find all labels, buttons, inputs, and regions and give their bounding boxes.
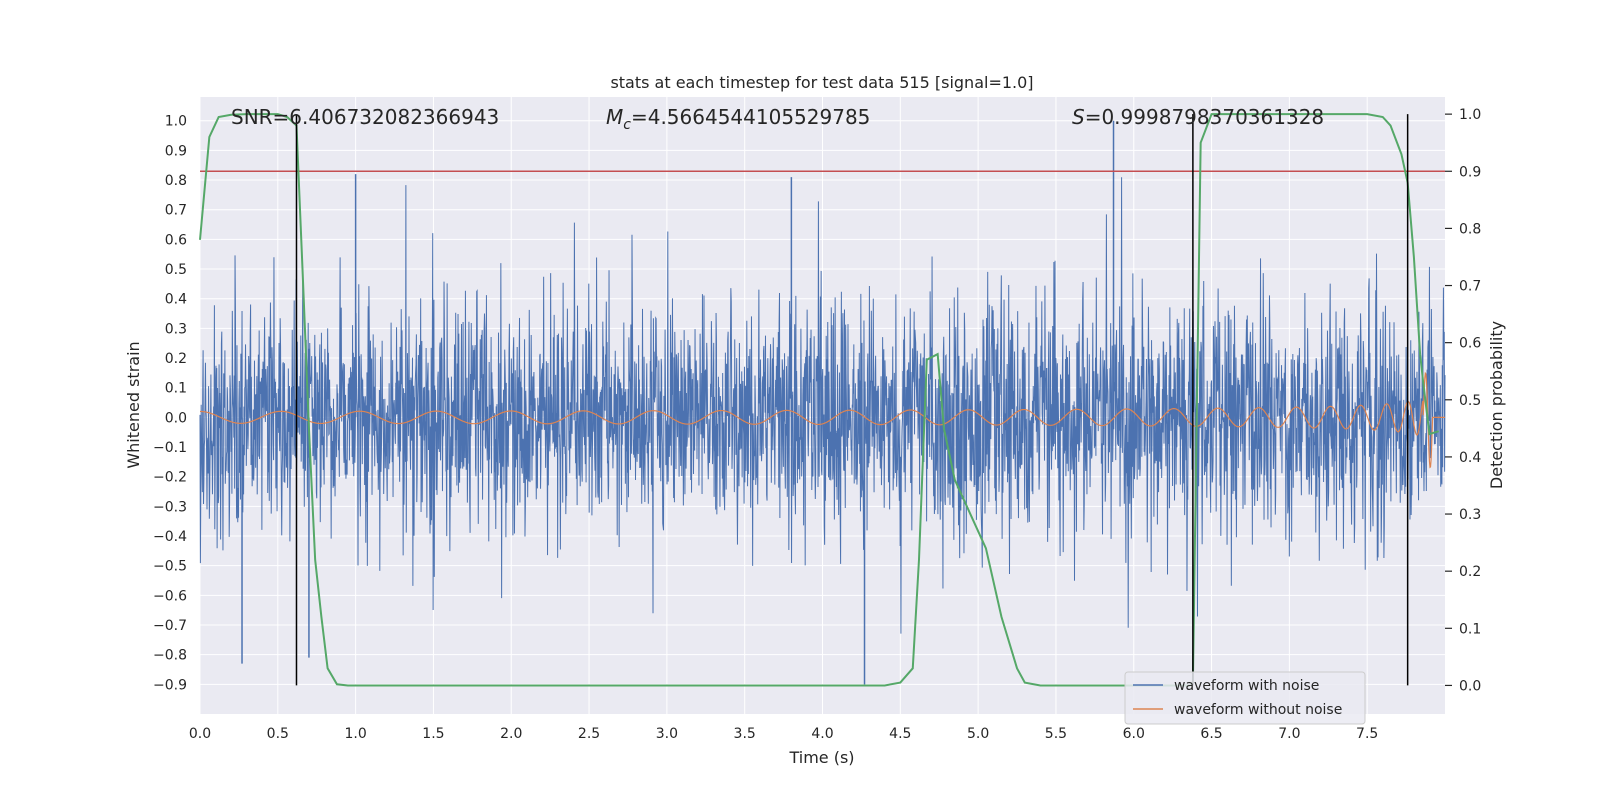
series-detection-probability	[199, 113, 1440, 687]
x-tick-label: 5.0	[967, 726, 989, 742]
y-tick-label: 0.9	[165, 143, 187, 159]
y-axis-left-ticks: −0.9 −0.8 −0.7 −0.6 −0.5 −0.4 −0.3 −0.2 −0.1 0.0 0…	[153, 114, 187, 694]
y-right-tick-label: 0.8	[1459, 221, 1481, 237]
vertical-marker-lines	[295, 114, 1409, 686]
y-right-tick-label: 0.4	[1459, 450, 1481, 466]
noise-trace	[199, 177, 1446, 634]
y-tick-label: −0.7	[153, 618, 187, 634]
y-tick-label: 0.5	[165, 262, 187, 278]
y-tick-label: −0.4	[153, 529, 187, 545]
y-tick-label: 0.2	[165, 351, 187, 367]
y-tick-label: 0.1	[165, 381, 187, 397]
x-tick-label: 4.0	[811, 726, 833, 742]
x-tick-label: 6.5	[1200, 726, 1222, 742]
y-tick-label: −0.8	[153, 648, 187, 664]
snr-annotation: SNR=6.406732082366943	[231, 105, 499, 129]
y-right-tick-label: 0.2	[1459, 564, 1481, 580]
y-right-tick-label: 0.3	[1459, 507, 1481, 523]
x-tick-label: 3.5	[734, 726, 756, 742]
legend: waveform with noise waveform without noi…	[1124, 671, 1366, 725]
s-symbol: S	[1072, 105, 1085, 129]
x-tick-label: 6.0	[1123, 726, 1145, 742]
y-axis-left-label: Whitened strain	[124, 341, 143, 468]
s-value: =0.9998798370361328	[1085, 105, 1324, 129]
x-tick-label: 1.0	[344, 726, 366, 742]
y-tick-label: 0.8	[165, 173, 187, 189]
y-tick-label: 0.4	[165, 292, 187, 308]
y-tick-label: 0.6	[165, 232, 187, 248]
y-right-tick-label: 0.9	[1459, 164, 1481, 180]
y-tick-label: −0.1	[153, 440, 187, 456]
y-tick-label: 1.0	[165, 114, 187, 130]
chart-title: stats at each timestep for test data 515…	[610, 73, 1033, 92]
x-tick-label: 3.0	[656, 726, 678, 742]
y-tick-label: −0.3	[153, 499, 187, 515]
clean-trace	[199, 371, 1445, 469]
x-tick-label: 5.5	[1045, 726, 1067, 742]
y-right-tick-label: 0.7	[1459, 279, 1481, 295]
chirp-mass-subscript: c	[623, 117, 631, 133]
legend-box	[1124, 671, 1366, 725]
y-tick-label: 0.0	[165, 410, 187, 426]
x-axis-label: Time (s)	[788, 748, 854, 767]
y-right-tick-label: 0.0	[1459, 678, 1481, 694]
x-axis-ticks: 0.0 0.5 1.0 1.5 2.0 2.5 3.0 3.5 4.0 4.5 5.0 5.5 6.0 6…	[189, 726, 1378, 742]
y-axis-right-ticks: 0.0 0.1 0.2 0.3 0.4 0.5 0.6 0.7 0.8 0.9 1.0	[1445, 107, 1481, 694]
y-tick-label: 0.3	[165, 321, 187, 337]
y-tick-label: −0.5	[153, 559, 187, 575]
y-right-tick-label: 1.0	[1459, 107, 1481, 123]
y-tick-label: −0.9	[153, 677, 187, 693]
probability-trace	[199, 113, 1440, 687]
y-right-tick-label: 0.1	[1459, 621, 1481, 637]
x-tick-label: 0.5	[267, 726, 289, 742]
x-tick-label: 7.5	[1356, 726, 1378, 742]
x-tick-label: 0.0	[189, 726, 211, 742]
x-tick-label: 2.0	[500, 726, 522, 742]
chirp-mass-symbol: M	[606, 105, 623, 129]
x-tick-label: 4.5	[889, 726, 911, 742]
series-waveform-with-noise	[199, 120, 1446, 685]
x-tick-label: 1.5	[422, 726, 444, 742]
y-axis-right-label: Detection probability	[1487, 321, 1506, 489]
s-annotation: S=0.9998798370361328	[1072, 105, 1324, 129]
y-tick-label: −0.6	[153, 588, 187, 604]
legend-label-clean: waveform without noise	[1174, 702, 1342, 718]
chirp-mass-value: =4.5664544105529785	[631, 105, 870, 129]
x-tick-label: 2.5	[578, 726, 600, 742]
y-tick-label: −0.2	[153, 470, 187, 486]
series-waveform-without-noise	[199, 371, 1445, 469]
y-right-tick-label: 0.5	[1459, 393, 1481, 409]
y-tick-label: 0.7	[165, 203, 187, 219]
y-right-tick-label: 0.6	[1459, 336, 1481, 352]
chirp-mass-annotation: Mc=4.5664544105529785	[606, 105, 870, 133]
x-tick-label: 7.0	[1278, 726, 1300, 742]
legend-label-noise: waveform with noise	[1174, 678, 1319, 694]
